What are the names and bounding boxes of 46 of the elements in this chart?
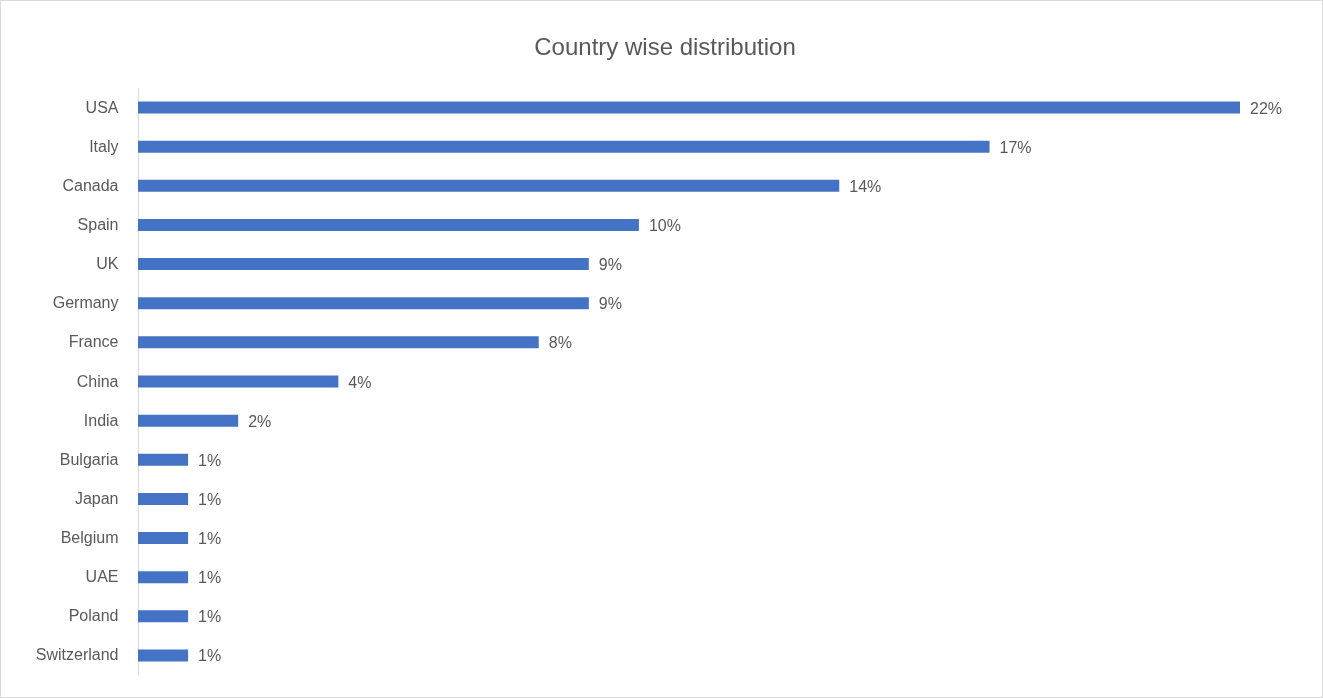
y-tick-label: USA bbox=[85, 98, 119, 116]
bar bbox=[138, 649, 189, 662]
data-label: 22% bbox=[1250, 99, 1283, 117]
bar bbox=[138, 258, 589, 271]
bar bbox=[138, 610, 189, 623]
data-label: 1% bbox=[198, 530, 222, 548]
data-label: 1% bbox=[198, 608, 222, 626]
y-tick-label: Japan bbox=[74, 489, 119, 507]
y-tick-label: Spain bbox=[77, 215, 119, 233]
data-label: 1% bbox=[198, 490, 222, 508]
bar bbox=[138, 101, 1240, 114]
data-label: 17% bbox=[999, 138, 1032, 156]
bar bbox=[138, 492, 189, 505]
y-tick-label: China bbox=[76, 372, 119, 390]
y-tick-label: Switzerland bbox=[35, 646, 119, 664]
data-label: 9% bbox=[598, 256, 622, 274]
bar bbox=[138, 336, 539, 349]
y-tick-label: UK bbox=[96, 255, 119, 273]
data-label: 2% bbox=[248, 412, 272, 430]
data-label: 1% bbox=[198, 647, 222, 665]
data-label: 1% bbox=[198, 569, 222, 587]
data-label: 8% bbox=[548, 334, 572, 352]
y-tick-label: Canada bbox=[62, 176, 119, 194]
bar bbox=[138, 414, 239, 427]
data-label: 9% bbox=[598, 295, 622, 313]
y-tick-label: Poland bbox=[68, 607, 119, 625]
bar bbox=[138, 218, 639, 231]
y-tick-label: India bbox=[83, 411, 119, 429]
bar bbox=[138, 179, 840, 192]
data-label: 10% bbox=[648, 216, 681, 234]
y-tick-label: Germany bbox=[52, 294, 119, 312]
y-tick-label: Bulgaria bbox=[59, 450, 119, 468]
y-tick-label: Belgium bbox=[60, 529, 119, 547]
bar bbox=[138, 375, 339, 388]
data-label: 1% bbox=[198, 451, 222, 469]
bar bbox=[138, 297, 589, 310]
bar bbox=[138, 532, 189, 545]
data-label: 14% bbox=[849, 177, 882, 195]
data-label: 4% bbox=[348, 373, 372, 391]
y-tick-label: UAE bbox=[85, 568, 119, 586]
bar bbox=[138, 140, 990, 153]
bar bbox=[138, 571, 189, 584]
chart-title: Country wise distribution bbox=[534, 33, 796, 60]
bar bbox=[138, 453, 189, 466]
y-tick-label: France bbox=[68, 333, 119, 351]
y-tick-label: Italy bbox=[89, 137, 119, 155]
